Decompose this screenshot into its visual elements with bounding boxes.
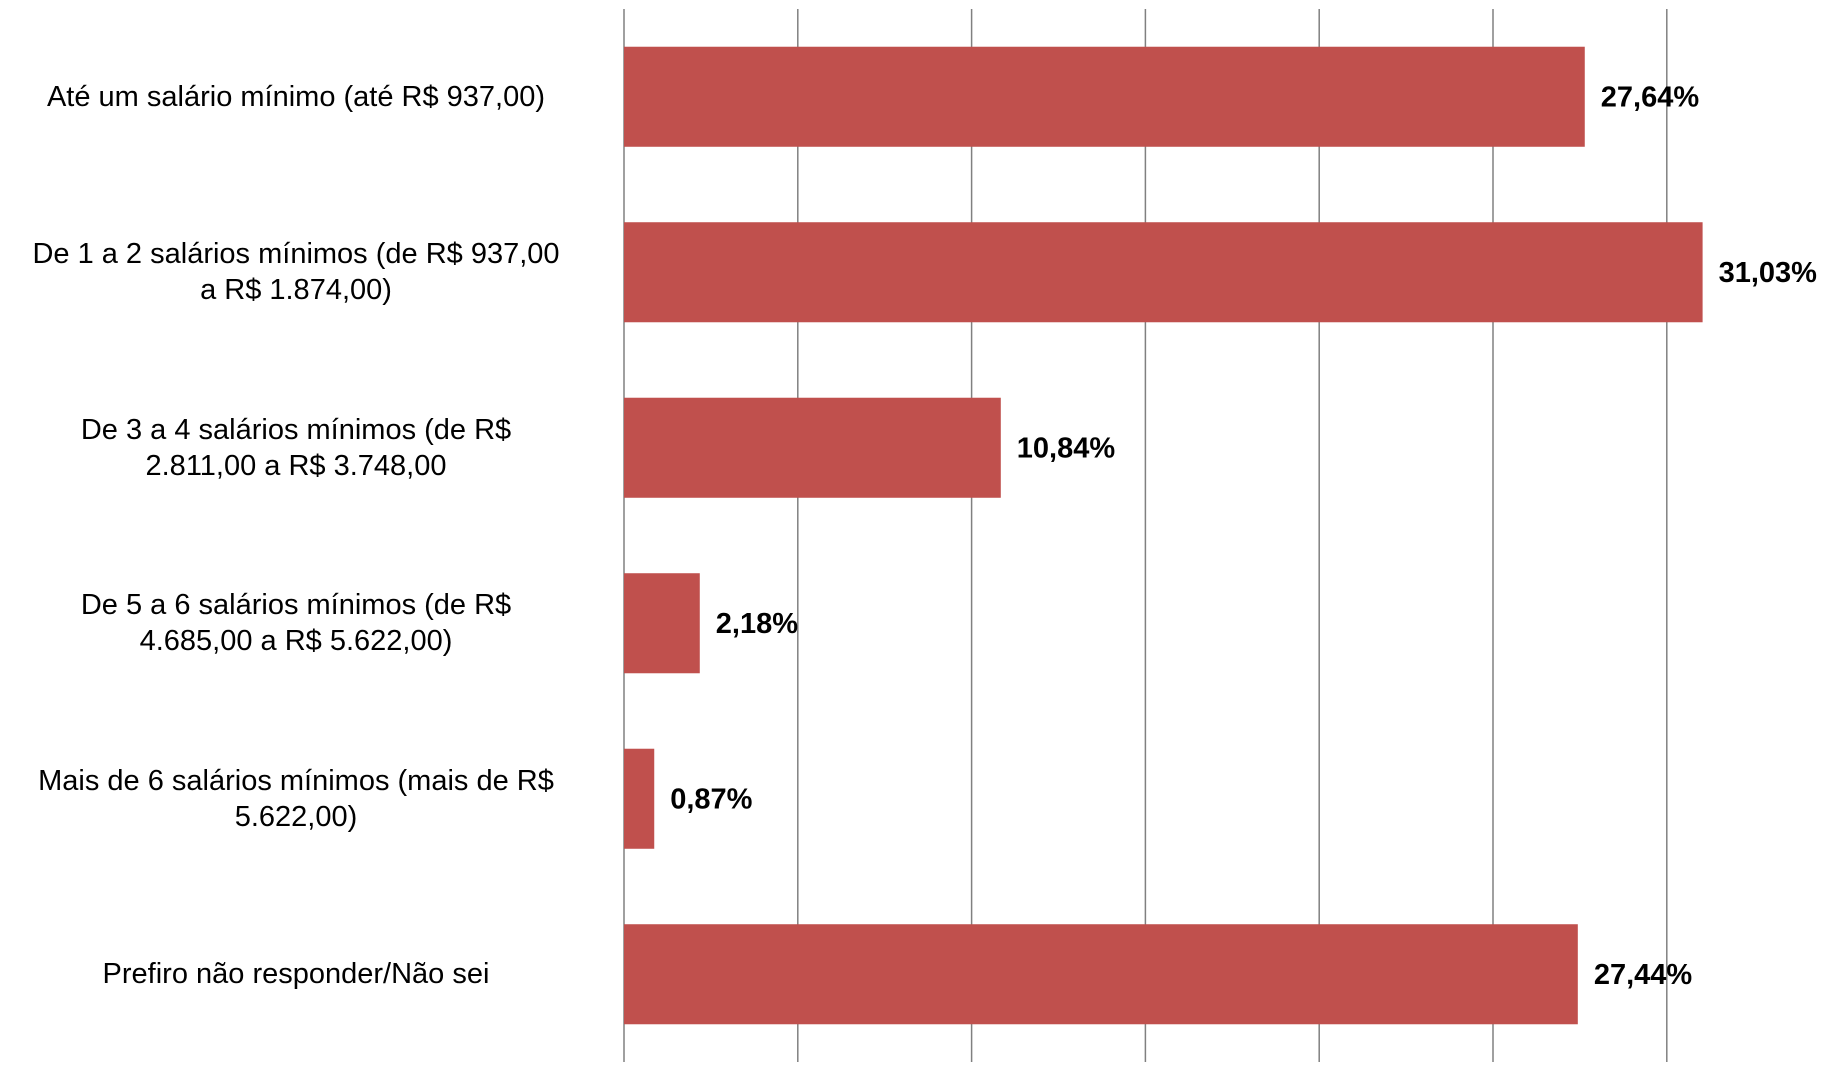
bar: [624, 397, 1001, 498]
data-label: 27,44%: [1594, 959, 1693, 991]
y-tick-label: Mais de 6 salários mínimos (mais de R$ 5…: [38, 764, 554, 833]
data-label: 2,18%: [716, 608, 798, 640]
data-label: 31,03%: [1719, 257, 1818, 289]
y-tick-label: Prefiro não responder/Não sei: [102, 958, 490, 991]
y-tick-label: De 5 a 6 salários mínimos (de R$ 4.685,0…: [80, 589, 512, 658]
bar: [624, 573, 700, 674]
y-tick-label: De 1 a 2 salários mínimos (de R$ 937,00 …: [32, 238, 560, 307]
y-tick-label: Até um salário mínimo (até R$ 937,00): [46, 80, 546, 113]
data-label: 0,87%: [670, 783, 752, 815]
bar: [624, 748, 655, 849]
bar: [624, 46, 1585, 147]
data-label: 10,84%: [1017, 432, 1116, 464]
data-label: 27,64%: [1601, 81, 1700, 113]
bar: [624, 924, 1578, 1025]
bar: [624, 222, 1703, 323]
y-tick-label: De 3 a 4 salários mínimos (de R$ 2.811,0…: [80, 413, 512, 482]
